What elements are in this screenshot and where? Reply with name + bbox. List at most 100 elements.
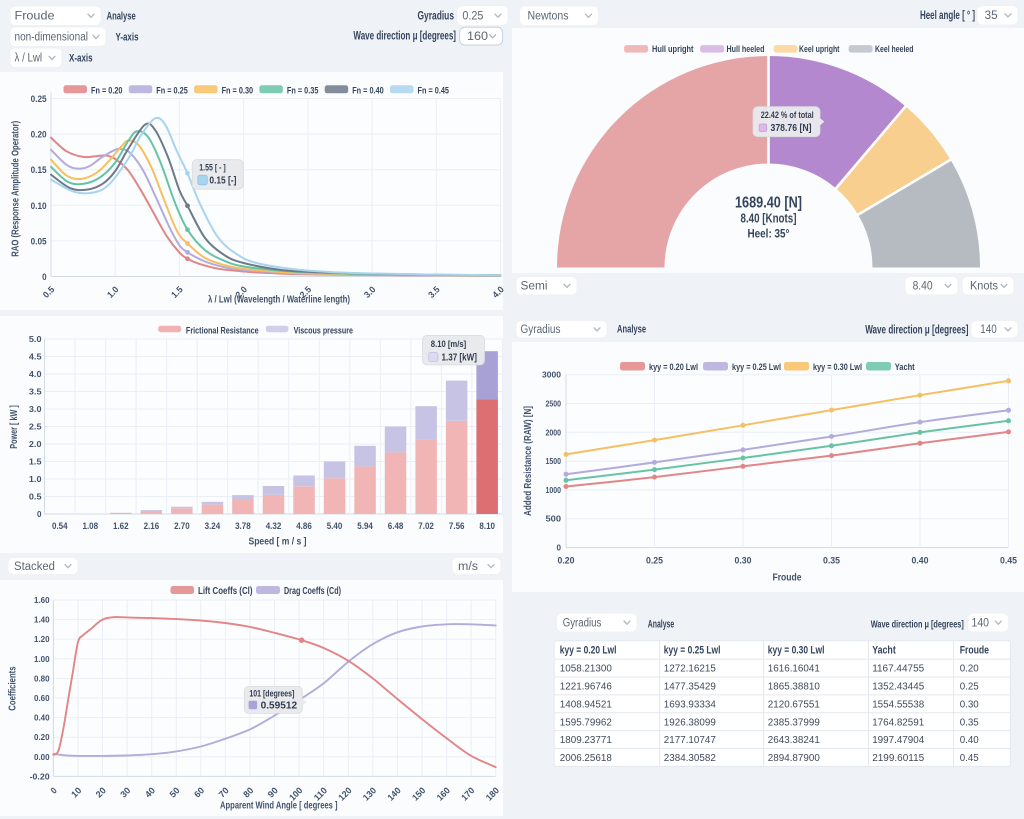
- svg-text:2.0: 2.0: [29, 439, 42, 449]
- svg-text:0: 0: [49, 785, 59, 795]
- svg-text:1.20: 1.20: [34, 634, 50, 644]
- svg-text:Knots: Knots: [970, 281, 998, 293]
- svg-text:0.30: 0.30: [735, 556, 752, 567]
- svg-text:Semi: Semi: [521, 281, 548, 293]
- svg-text:160: 160: [467, 31, 488, 43]
- svg-text:3.78: 3.78: [235, 521, 251, 531]
- svg-text:0.45: 0.45: [1000, 556, 1018, 567]
- svg-text:1500: 1500: [546, 456, 562, 466]
- svg-text:1167.44755: 1167.44755: [872, 664, 924, 675]
- svg-text:0.20: 0.20: [558, 556, 575, 567]
- svg-text:6.48: 6.48: [388, 521, 404, 531]
- svg-text:Wave direction μ [degrees]: Wave direction μ [degrees]: [353, 30, 456, 42]
- svg-text:0.25: 0.25: [646, 556, 664, 567]
- svg-text:Hull upright: Hull upright: [652, 44, 694, 55]
- svg-text:1809.23771: 1809.23771: [560, 735, 612, 746]
- svg-text:Analyse: Analyse: [107, 11, 136, 23]
- svg-text:8.10 [m/s]: 8.10 [m/s]: [431, 339, 466, 350]
- svg-text:5.94: 5.94: [357, 521, 373, 531]
- svg-text:1058.21300: 1058.21300: [560, 664, 612, 675]
- svg-text:1477.35429: 1477.35429: [664, 682, 716, 693]
- svg-text:4.0: 4.0: [29, 369, 42, 379]
- svg-text:140: 140: [972, 617, 990, 629]
- svg-text:1272.16215: 1272.16215: [664, 664, 716, 675]
- svg-text:Hull heeled: Hull heeled: [727, 44, 765, 55]
- svg-text:1926.38099: 1926.38099: [664, 717, 716, 728]
- svg-text:0: 0: [37, 509, 42, 519]
- svg-text:Apparent Wind Angle [ degrees: Apparent Wind Angle [ degrees ]: [220, 800, 338, 812]
- svg-text:Fn = 0.40: Fn = 0.40: [352, 85, 384, 96]
- svg-text:0.80: 0.80: [34, 673, 50, 683]
- svg-text:kyy = 0.30 Lwl: kyy = 0.30 Lwl: [813, 362, 862, 373]
- svg-text:0.35: 0.35: [960, 717, 979, 728]
- svg-text:2643.38241: 2643.38241: [768, 735, 820, 746]
- svg-text:140: 140: [980, 324, 997, 336]
- svg-text:Stacked: Stacked: [14, 561, 55, 573]
- svg-text:0.20: 0.20: [960, 664, 979, 675]
- svg-text:0.59512: 0.59512: [261, 700, 298, 712]
- svg-text:4.86: 4.86: [296, 521, 312, 531]
- svg-text:1689.40 [N]: 1689.40 [N]: [735, 195, 802, 212]
- svg-text:Newtons: Newtons: [528, 11, 569, 23]
- svg-text:Speed [ m / s ]: Speed [ m / s ]: [249, 536, 307, 548]
- svg-text:3.5: 3.5: [29, 387, 42, 397]
- svg-text:Heel: 35°: Heel: 35°: [748, 229, 790, 241]
- svg-text:1764.82591: 1764.82591: [872, 717, 924, 728]
- svg-text:1.5: 1.5: [29, 457, 42, 467]
- svg-text:0.25: 0.25: [960, 682, 979, 693]
- svg-text:m/s: m/s: [458, 561, 478, 573]
- svg-text:0.20: 0.20: [31, 130, 47, 140]
- svg-text:2500: 2500: [546, 399, 562, 409]
- svg-text:1.60: 1.60: [34, 595, 50, 605]
- svg-text:500: 500: [546, 514, 562, 524]
- svg-text:1.62: 1.62: [113, 521, 129, 531]
- svg-text:4.5: 4.5: [29, 352, 42, 362]
- svg-text:2199.60115: 2199.60115: [872, 753, 924, 764]
- svg-text:non-dimensional: non-dimensional: [15, 32, 89, 44]
- svg-text:Wave direction μ [degrees]: Wave direction μ [degrees]: [871, 618, 964, 630]
- svg-text:2006.25618: 2006.25618: [560, 753, 612, 764]
- svg-text:1.37 [kW]: 1.37 [kW]: [442, 351, 477, 363]
- svg-text:8.40 [Knots]: 8.40 [Knots]: [741, 212, 797, 226]
- svg-text:1616.16041: 1616.16041: [768, 664, 820, 675]
- svg-text:Coefficients: Coefficients: [7, 666, 19, 710]
- svg-text:kyy = 0.20 Lwl: kyy = 0.20 Lwl: [560, 645, 617, 657]
- svg-text:1997.47904: 1997.47904: [872, 735, 924, 746]
- svg-text:Frictional Resistance: Frictional Resistance: [186, 326, 259, 337]
- svg-text:0.25: 0.25: [31, 94, 47, 104]
- svg-text:1.0: 1.0: [29, 474, 42, 484]
- svg-text:0.20: 0.20: [34, 732, 50, 742]
- svg-text:2000: 2000: [546, 427, 562, 437]
- svg-text:2.5: 2.5: [29, 422, 42, 432]
- svg-text:Froude: Froude: [773, 572, 802, 584]
- svg-text:Keel heeled: Keel heeled: [875, 44, 914, 55]
- svg-text:1352.43445: 1352.43445: [872, 682, 924, 693]
- svg-text:Heel angle [ ° ]: Heel angle [ ° ]: [920, 10, 975, 22]
- svg-text:0.45: 0.45: [960, 753, 979, 764]
- svg-text:0.10: 0.10: [31, 201, 47, 211]
- svg-text:2177.10747: 2177.10747: [664, 735, 716, 746]
- svg-text:8.40: 8.40: [913, 281, 933, 293]
- svg-text:1.00: 1.00: [34, 654, 50, 664]
- svg-text:0.15: 0.15: [31, 165, 47, 175]
- svg-text:0.5: 0.5: [29, 492, 42, 502]
- svg-text:1.08: 1.08: [83, 521, 99, 531]
- svg-text:0.35: 0.35: [823, 556, 841, 567]
- svg-text:1693.93334: 1693.93334: [664, 699, 716, 710]
- svg-text:2120.67551: 2120.67551: [768, 699, 820, 710]
- svg-text:Fn = 0.25: Fn = 0.25: [156, 85, 188, 96]
- svg-text:λ / Lwl: λ / Lwl: [15, 53, 43, 65]
- svg-text:Lift Coeffs (Cl): Lift Coeffs (Cl): [198, 586, 253, 597]
- svg-text:Froude: Froude: [960, 645, 989, 657]
- svg-text:Wave direction μ [degrees]: Wave direction μ [degrees]: [865, 325, 968, 337]
- svg-text:1221.96746: 1221.96746: [560, 682, 612, 693]
- svg-text:Analyse: Analyse: [617, 324, 646, 336]
- svg-text:kyy = 0.30 Lwl: kyy = 0.30 Lwl: [768, 645, 825, 657]
- svg-text:35: 35: [985, 10, 998, 22]
- svg-text:2.16: 2.16: [144, 521, 160, 531]
- svg-text:λ / Lwl (Wavelength / Waterl: λ / Lwl (Wavelength / Waterline length): [208, 294, 350, 306]
- svg-text:Fn = 0.20: Fn = 0.20: [91, 85, 123, 96]
- svg-text:0: 0: [42, 272, 47, 282]
- svg-text:5.40: 5.40: [327, 521, 343, 531]
- svg-text:Gyradius: Gyradius: [563, 617, 602, 629]
